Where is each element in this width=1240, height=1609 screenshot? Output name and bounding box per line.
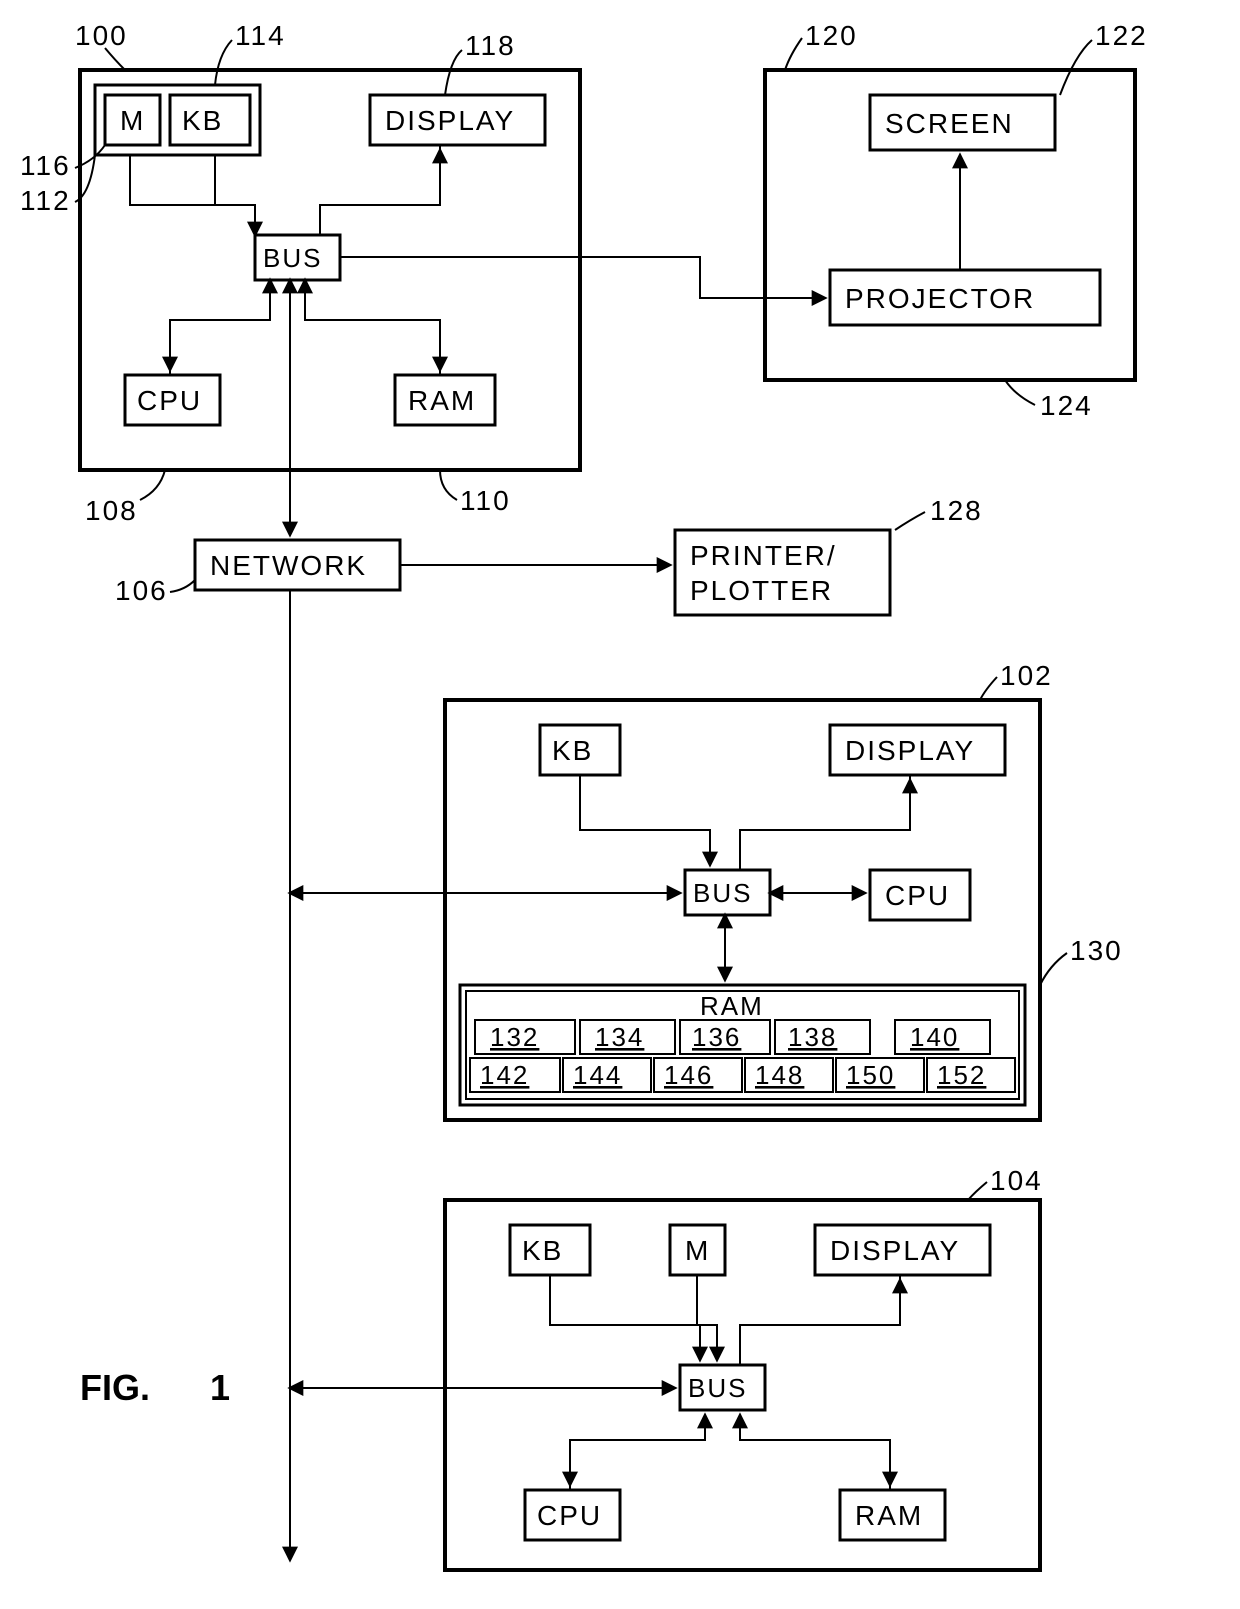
ram-cell: 150 bbox=[846, 1060, 895, 1090]
label-display-102: DISPLAY bbox=[845, 735, 975, 766]
ref-108: 108 bbox=[85, 495, 138, 526]
label-m-104: M bbox=[685, 1235, 710, 1266]
figure-label-fig: FIG. bbox=[80, 1367, 150, 1408]
label-ram-104: RAM bbox=[855, 1500, 923, 1531]
label-cpu-100: CPU bbox=[137, 385, 202, 416]
ram-cell: 148 bbox=[755, 1060, 804, 1090]
ram-cells-row2: 142 144 146 148 150 152 bbox=[470, 1058, 1015, 1092]
label-printer-2: PLOTTER bbox=[690, 575, 833, 606]
block-100: 100 112 M 116 KB 114 DISPLAY 118 BUS CPU… bbox=[20, 20, 580, 526]
label-m-100: M bbox=[120, 105, 145, 136]
ref-118: 118 bbox=[465, 30, 516, 61]
ram-cell: 132 bbox=[490, 1022, 539, 1052]
label-kb-104: KB bbox=[522, 1235, 563, 1266]
label-bus-100: BUS bbox=[263, 243, 322, 273]
label-bus-102: BUS bbox=[693, 878, 752, 908]
ref-128: 128 bbox=[930, 495, 983, 526]
block-102: 102 KB DISPLAY BUS CPU RAM 130 132 bbox=[445, 660, 1123, 1120]
label-bus-104: BUS bbox=[688, 1373, 747, 1403]
ref-110: 110 bbox=[460, 485, 511, 516]
ref-104: 104 bbox=[990, 1165, 1043, 1196]
label-ram-100: RAM bbox=[408, 385, 476, 416]
ref-116: 116 bbox=[20, 150, 71, 181]
ref-124: 124 bbox=[1040, 390, 1093, 421]
ram-cell: 146 bbox=[664, 1060, 713, 1090]
ram-cell: 144 bbox=[573, 1060, 622, 1090]
figure-label-num: 1 bbox=[210, 1367, 230, 1408]
ram-cell: 138 bbox=[788, 1022, 837, 1052]
ram-cell: 140 bbox=[910, 1022, 959, 1052]
ram-cell: 152 bbox=[937, 1060, 986, 1090]
label-display-100: DISPLAY bbox=[385, 105, 515, 136]
ram-cell: 134 bbox=[595, 1022, 644, 1052]
label-screen: SCREEN bbox=[885, 108, 1014, 139]
label-printer-1: PRINTER/ bbox=[690, 540, 837, 571]
ref-120: 120 bbox=[805, 20, 858, 51]
label-projector: PROJECTOR bbox=[845, 283, 1035, 314]
label-network: NETWORK bbox=[210, 550, 367, 581]
ram-cell: 142 bbox=[480, 1060, 529, 1090]
ref-112: 112 bbox=[20, 185, 71, 216]
block-104: 104 KB M DISPLAY BUS CPU RAM bbox=[445, 1165, 1043, 1570]
ram-cells-row1: 132 134 136 138 140 bbox=[475, 1020, 990, 1054]
label-kb-100: KB bbox=[182, 105, 223, 136]
ref-106: 106 bbox=[115, 575, 168, 606]
ref-100: 100 bbox=[75, 20, 128, 51]
ref-122: 122 bbox=[1095, 20, 1148, 51]
block-120: 120 SCREEN 122 PROJECTOR 124 bbox=[765, 20, 1148, 421]
label-cpu-104: CPU bbox=[537, 1500, 602, 1531]
label-ram-102: RAM bbox=[700, 991, 764, 1021]
ref-102: 102 bbox=[1000, 660, 1053, 691]
label-kb-102: KB bbox=[552, 735, 593, 766]
ref-114: 114 bbox=[235, 20, 286, 51]
label-cpu-102: CPU bbox=[885, 880, 950, 911]
label-display-104: DISPLAY bbox=[830, 1235, 960, 1266]
ram-cell: 136 bbox=[692, 1022, 741, 1052]
ref-130: 130 bbox=[1070, 935, 1123, 966]
